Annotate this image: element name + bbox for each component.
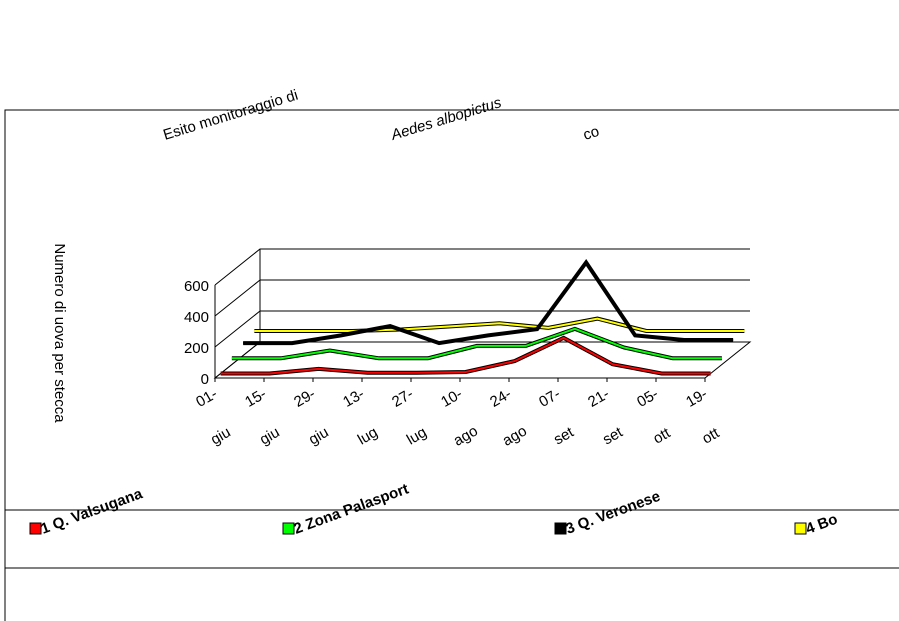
x-tick-label: set [551, 423, 578, 448]
x-tick-label: 13- [340, 385, 367, 411]
y-axis-label: Numero di uova per stecca [51, 243, 68, 423]
legend-label: 2 Zona Palasport [292, 480, 411, 537]
grid-line [214, 248, 750, 286]
legend-label: 3 Q. Veronese [564, 488, 663, 538]
y-tick-label: 600 [184, 278, 209, 295]
chart-frame [4, 109, 899, 621]
chart-title: Esito monitoraggio di [161, 87, 300, 144]
x-tick-label: ott [699, 424, 723, 447]
y-tick-label: 200 [184, 340, 209, 357]
x-tick-label: 01- [193, 385, 220, 411]
series-line [243, 260, 734, 345]
series-line [254, 317, 745, 332]
x-tick-label: 10- [438, 385, 465, 411]
x-tick-label: ago [500, 422, 530, 449]
legend-swatch [554, 522, 567, 535]
legend-swatch [282, 522, 295, 535]
y-tick-label: 0 [201, 371, 209, 388]
grid-line [214, 279, 750, 317]
x-tick-label: 05- [634, 385, 661, 411]
x-tick-label: 21- [585, 385, 612, 411]
x-tick-label: giu [208, 424, 234, 449]
series-line [231, 327, 722, 360]
chart-title: co [581, 123, 601, 144]
x-tick-label: 19- [683, 385, 710, 411]
x-tick-label: 29- [291, 385, 318, 411]
x-tick-label: giu [257, 424, 283, 449]
x-tick-label: 15- [242, 385, 269, 411]
legend-label: 1 Q. Valsugana [39, 485, 146, 538]
grid-line [214, 310, 750, 348]
series-line [254, 316, 745, 333]
x-tick-label: set [600, 423, 627, 448]
y-tick-label: 400 [184, 309, 209, 326]
x-tick-label: ago [451, 422, 481, 449]
x-tick-label: 24- [487, 385, 514, 411]
x-tick-label: ott [650, 424, 674, 447]
x-tick-label: giu [306, 424, 332, 449]
chart-title: Aedes albopictus [388, 94, 504, 144]
legend-swatch [29, 522, 42, 535]
series-line [220, 336, 711, 375]
legend-label: 4 Bo [804, 511, 840, 538]
x-tick-label: 27- [389, 385, 416, 411]
legend-swatch [794, 522, 807, 535]
x-tick-label: lug [355, 424, 381, 449]
x-tick-label: lug [404, 424, 430, 449]
x-tick-label: 07- [536, 385, 563, 411]
